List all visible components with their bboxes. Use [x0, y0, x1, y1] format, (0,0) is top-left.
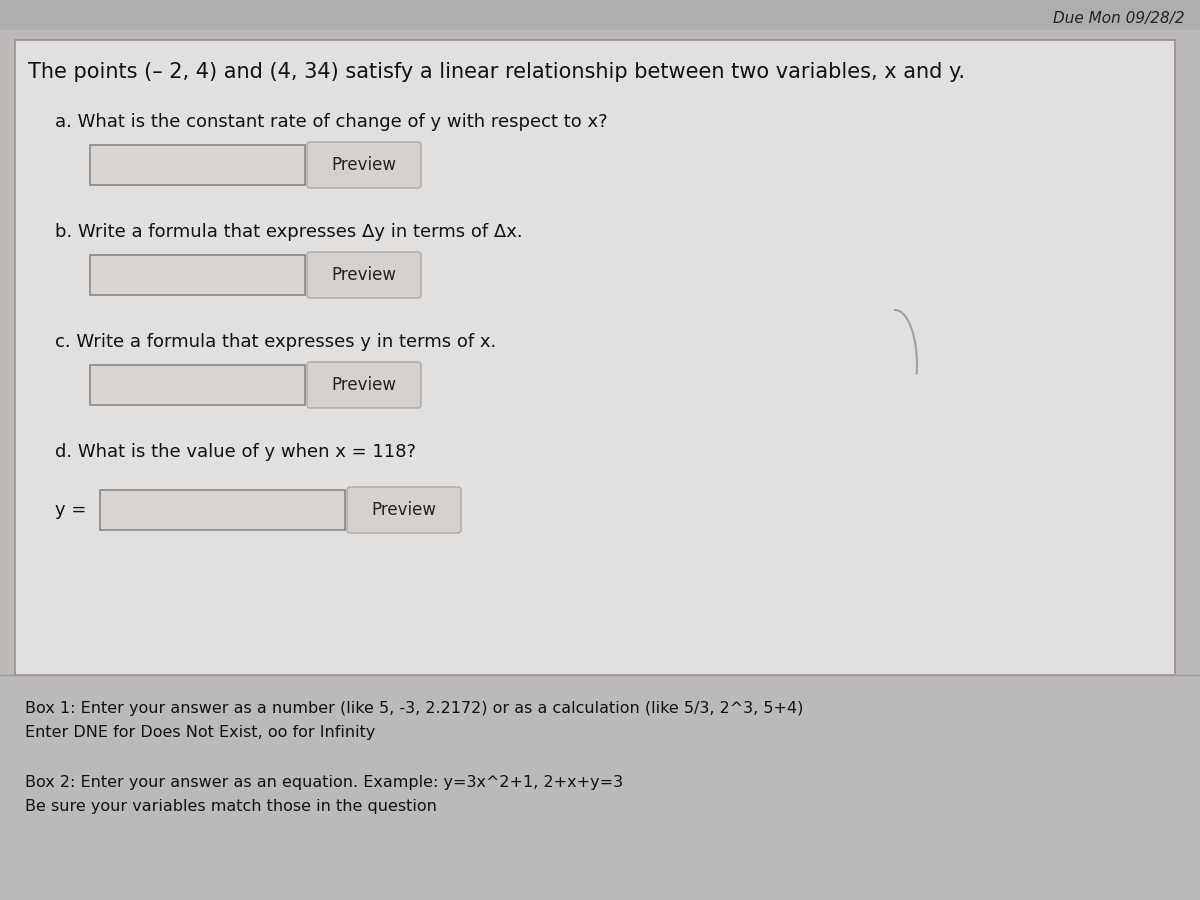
FancyBboxPatch shape [307, 362, 421, 408]
Text: Enter DNE for Does Not Exist, oo for Infinity: Enter DNE for Does Not Exist, oo for Inf… [25, 724, 376, 740]
Text: Box 2: Enter your answer as an equation. Example: y=3x^2+1, 2+x+y=3: Box 2: Enter your answer as an equation.… [25, 775, 623, 789]
Text: Preview: Preview [331, 376, 396, 394]
Text: Be sure your variables match those in the question: Be sure your variables match those in th… [25, 798, 437, 814]
Bar [90, 255, 305, 295]
FancyBboxPatch shape [307, 252, 421, 298]
FancyBboxPatch shape [307, 142, 421, 188]
FancyBboxPatch shape [14, 40, 1175, 675]
Text: b. Write a formula that expresses Δy in terms of Δx.: b. Write a formula that expresses Δy in … [55, 223, 523, 241]
FancyBboxPatch shape [347, 487, 461, 533]
Text: y =: y = [55, 501, 86, 519]
Text: c. Write a formula that expresses y in terms of x.: c. Write a formula that expresses y in t… [55, 333, 497, 351]
Text: Box 1: Enter your answer as a number (like 5, -3, 2.2172) or as a calculation (l: Box 1: Enter your answer as a number (li… [25, 700, 803, 716]
Bar [0, 0, 1200, 30]
Text: The points (– 2, 4) and (4, 34) satisfy a linear relationship between two variab: The points (– 2, 4) and (4, 34) satisfy … [28, 62, 965, 82]
Text: Preview: Preview [331, 266, 396, 284]
Text: d. What is the value of y when x = 118?: d. What is the value of y when x = 118? [55, 443, 416, 461]
Text: Due Mon 09/28/2: Due Mon 09/28/2 [1054, 11, 1186, 25]
Bar [90, 365, 305, 405]
Text: Preview: Preview [372, 501, 437, 519]
Bar [90, 145, 305, 185]
Text: Preview: Preview [331, 156, 396, 174]
Text: a. What is the constant rate of change of y with respect to x?: a. What is the constant rate of change o… [55, 113, 607, 131]
Bar [100, 490, 346, 530]
